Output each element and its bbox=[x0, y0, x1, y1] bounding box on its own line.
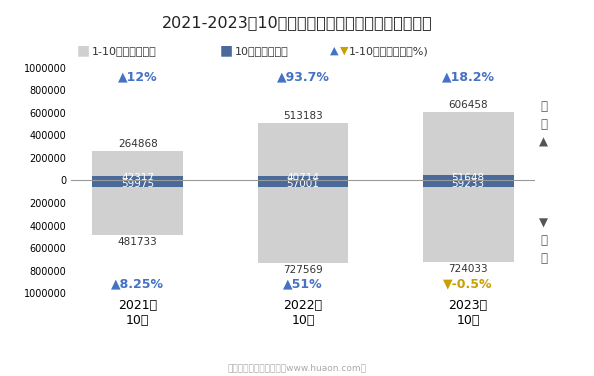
Text: ▲8.25%: ▲8.25% bbox=[111, 278, 165, 291]
Text: 57001: 57001 bbox=[286, 179, 320, 189]
Text: ■: ■ bbox=[220, 44, 233, 58]
Text: ▲12%: ▲12% bbox=[118, 70, 157, 83]
Bar bbox=[92, 180, 183, 187]
Text: 42317: 42317 bbox=[121, 173, 154, 183]
Text: 513183: 513183 bbox=[283, 111, 323, 121]
Text: 2021-2023年10月东莞虎门港综合保税区进、出口额: 2021-2023年10月东莞虎门港综合保税区进、出口额 bbox=[162, 15, 432, 30]
Bar bbox=[92, 180, 183, 235]
Text: 1-10月同比增速（%): 1-10月同比增速（%) bbox=[349, 46, 429, 56]
Text: ■: ■ bbox=[77, 44, 90, 58]
Text: 481733: 481733 bbox=[118, 237, 157, 247]
Text: 10月（万美元）: 10月（万美元） bbox=[235, 46, 288, 56]
Text: 264868: 264868 bbox=[118, 139, 157, 149]
Text: 制图：华经产业研究院（www.huaon.com）: 制图：华经产业研究院（www.huaon.com） bbox=[228, 363, 366, 372]
Bar bbox=[258, 180, 348, 187]
Text: ▼
进
口: ▼ 进 口 bbox=[539, 216, 548, 265]
Bar bbox=[258, 180, 348, 262]
Text: 51648: 51648 bbox=[451, 173, 485, 183]
Text: 727569: 727569 bbox=[283, 265, 323, 274]
Text: 1-10月（万美元）: 1-10月（万美元） bbox=[92, 46, 157, 56]
Text: 2021年
10月: 2021年 10月 bbox=[118, 299, 157, 327]
Bar bbox=[92, 176, 183, 180]
Text: 2022年
10月: 2022年 10月 bbox=[283, 299, 323, 327]
Text: 724033: 724033 bbox=[448, 264, 488, 274]
Bar bbox=[258, 176, 348, 180]
Text: ▼: ▼ bbox=[340, 46, 348, 56]
Bar bbox=[423, 180, 514, 187]
Text: 59975: 59975 bbox=[121, 179, 154, 189]
Text: ▲93.7%: ▲93.7% bbox=[276, 70, 330, 83]
Bar bbox=[423, 112, 514, 180]
Bar bbox=[258, 123, 348, 180]
Text: 40714: 40714 bbox=[286, 173, 320, 183]
Text: ▲: ▲ bbox=[330, 46, 338, 56]
Bar bbox=[423, 180, 514, 262]
Bar bbox=[92, 151, 183, 180]
Text: ▲51%: ▲51% bbox=[283, 278, 323, 291]
Text: 2023年
10月: 2023年 10月 bbox=[448, 299, 488, 327]
Text: 59233: 59233 bbox=[451, 179, 485, 189]
Text: ▲18.2%: ▲18.2% bbox=[441, 70, 495, 83]
Text: 出
口
▲: 出 口 ▲ bbox=[539, 100, 548, 149]
Text: ▼-0.5%: ▼-0.5% bbox=[443, 278, 493, 291]
Bar bbox=[423, 175, 514, 180]
Text: 606458: 606458 bbox=[448, 100, 488, 110]
